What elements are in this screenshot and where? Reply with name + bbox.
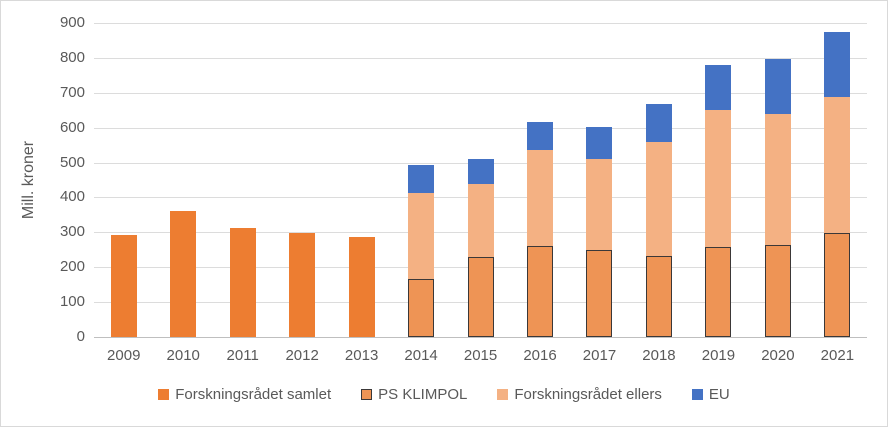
bar-segment-2014-eu bbox=[408, 165, 435, 193]
legend-item-forskningsr-det-ellers: Forskningsrådet ellers bbox=[497, 386, 662, 403]
y-tick-label-100: 100 bbox=[59, 293, 85, 311]
y-axis-tick-labels: 0 100 200 300 400 500 600 700 800 900 bbox=[1, 15, 85, 345]
bar-segment-2015-ps-klimpol bbox=[467, 256, 494, 337]
legend-swatch-icon bbox=[158, 389, 170, 400]
x-tick-label-2014: 2014 bbox=[404, 347, 438, 364]
bar-segment-2017-ps-klimpol bbox=[586, 250, 613, 337]
bar-segment-2013-forskningsr-det-samlet bbox=[348, 236, 375, 337]
legend-label: PS KLIMPOL bbox=[378, 386, 468, 403]
x-tick-label-2020: 2020 bbox=[761, 347, 795, 364]
plot-area bbox=[94, 23, 867, 338]
bar-column-2020 bbox=[748, 23, 807, 337]
x-tick-label-2017: 2017 bbox=[582, 347, 617, 364]
y-tick-label-300: 300 bbox=[59, 223, 85, 241]
y-tick-label-200: 200 bbox=[59, 258, 85, 276]
y-tick-label-600: 600 bbox=[59, 118, 85, 136]
bar-segment-2014-ps-klimpol bbox=[408, 279, 435, 337]
bar-segment-2009-forskningsr-det-samlet bbox=[110, 234, 137, 337]
bar-segment-2016-ps-klimpol bbox=[527, 245, 554, 337]
bar-column-2017 bbox=[570, 23, 629, 337]
bar-segment-2015-forskningsr-det-ellers bbox=[467, 183, 494, 257]
gridline-800 bbox=[94, 57, 867, 59]
x-tick-label-2013: 2013 bbox=[344, 347, 379, 364]
legend-swatch-icon bbox=[691, 389, 703, 400]
bar-segment-2012-forskningsr-det-samlet bbox=[289, 233, 316, 337]
x-tick-label-2015: 2015 bbox=[463, 347, 498, 364]
bar-segment-2020-forskningsr-det-ellers bbox=[764, 113, 791, 246]
x-tick-label-2009: 2009 bbox=[107, 347, 141, 364]
y-tick-label-800: 800 bbox=[59, 48, 85, 66]
bar-segment-2018-eu bbox=[645, 103, 672, 142]
legend-item-forskningsr-det-samlet: Forskningsrådet samlet bbox=[158, 386, 331, 403]
y-tick-label-900: 900 bbox=[59, 14, 85, 31]
bar-segment-2019-ps-klimpol bbox=[705, 247, 732, 337]
bar-column-2009 bbox=[94, 23, 153, 337]
bar-segment-2018-forskningsr-det-ellers bbox=[645, 141, 672, 257]
bar-column-2014 bbox=[391, 23, 450, 337]
bar-segment-2020-eu bbox=[764, 58, 791, 114]
bar-segment-2017-forskningsr-det-ellers bbox=[586, 159, 613, 251]
legend-swatch-icon bbox=[497, 389, 509, 400]
bar-segment-2017-eu bbox=[586, 127, 613, 160]
gridline-600 bbox=[94, 127, 867, 129]
bar-column-2013 bbox=[332, 23, 391, 337]
x-tick-label-2016: 2016 bbox=[523, 347, 557, 364]
bar-segment-2021-forskningsr-det-ellers bbox=[824, 96, 851, 233]
bar-column-2011 bbox=[213, 23, 272, 337]
bar-segment-2018-ps-klimpol bbox=[645, 256, 672, 337]
bar-segment-2016-forskningsr-det-ellers bbox=[527, 150, 554, 246]
bar-column-2016 bbox=[510, 23, 569, 337]
x-tick-label-2010: 2010 bbox=[166, 347, 200, 364]
bar-column-2018 bbox=[629, 23, 688, 337]
x-tick-label-2011: 2011 bbox=[226, 347, 259, 364]
bar-segment-2016-eu bbox=[527, 122, 554, 151]
legend-label: EU bbox=[708, 386, 730, 403]
legend-item-eu: EU bbox=[691, 386, 730, 403]
y-tick-label-400: 400 bbox=[59, 188, 85, 206]
bar-column-2021 bbox=[808, 23, 867, 337]
y-tick-label-0: 0 bbox=[76, 328, 85, 345]
bar-segment-2014-forskningsr-det-ellers bbox=[408, 192, 435, 280]
bar-segment-2021-eu bbox=[824, 31, 851, 97]
bar-segment-2019-forskningsr-det-ellers bbox=[705, 110, 732, 248]
x-tick-label-2019: 2019 bbox=[701, 347, 736, 364]
bar-segment-2019-eu bbox=[705, 64, 732, 111]
bar-column-2010 bbox=[153, 23, 212, 337]
legend-item-ps-klimpol: PS KLIMPOL bbox=[361, 386, 467, 403]
bar-column-2019 bbox=[689, 23, 748, 337]
legend-swatch-icon bbox=[361, 389, 373, 400]
x-tick-label-2012: 2012 bbox=[285, 347, 319, 364]
bar-column-2012 bbox=[272, 23, 331, 337]
y-tick-label-500: 500 bbox=[59, 153, 85, 171]
gridline-700 bbox=[94, 92, 867, 94]
x-tick-label-2021: 2021 bbox=[820, 347, 855, 364]
x-axis-tick-labels: 2009 2010 2011 2012 2013 2014 2015 2016 2017 2018… bbox=[94, 347, 867, 364]
legend-label: Forskningsrådet ellers bbox=[514, 386, 662, 403]
bar-segment-2011-forskningsr-det-samlet bbox=[229, 227, 256, 337]
bar-segment-2021-ps-klimpol bbox=[824, 232, 851, 337]
x-tick-label-2018: 2018 bbox=[642, 347, 676, 364]
bar-segment-2020-ps-klimpol bbox=[764, 245, 791, 337]
bar-segment-2015-eu bbox=[467, 159, 494, 184]
y-tick-label-700: 700 bbox=[59, 83, 85, 101]
legend-label: Forskningsrådet samlet bbox=[175, 386, 332, 403]
bar-segment-2010-forskningsr-det-samlet bbox=[170, 211, 197, 337]
bar-column-2015 bbox=[451, 23, 510, 337]
gridline-900 bbox=[94, 23, 867, 24]
bar-columns bbox=[94, 23, 867, 337]
legend: Forskningsrådet samlet PS KLIMPOL Forsknin… bbox=[1, 386, 887, 403]
